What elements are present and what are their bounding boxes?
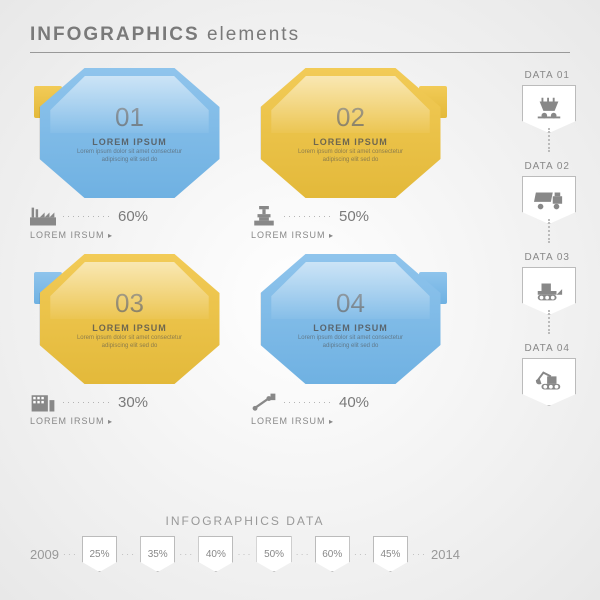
octagon: 01 LOREM IPSUM Lorem ipsum dolor sit ame… [40,68,220,198]
side-badge [522,176,576,224]
timeline-end: 2014 [431,547,460,562]
vdots [548,128,550,152]
octagon-wrap: 01 LOREM IPSUM Lorem ipsum dolor sit ame… [40,68,220,198]
timeline-badge: 50% [256,536,291,572]
octagon-wrap: 02 LOREM IPSUM Lorem ipsum dolor sit ame… [261,68,441,198]
panel-percent: 30% [118,394,148,411]
vdots [548,310,550,334]
timeline-badge: 40% [198,536,233,572]
side-badge [522,267,576,315]
panel-body: Lorem ipsum dolor sit amet consectetur a… [285,149,417,165]
panel-title: LOREM IPSUM [92,323,167,333]
octagon: 03 LOREM IPSUM Lorem ipsum dolor sit ame… [40,254,220,384]
panel-meta: ·········· 30% [30,392,229,412]
side-label: DATA 02 [476,161,576,172]
panel-number: 03 [115,288,144,319]
panel-number: 01 [115,102,144,133]
side-label: DATA 04 [476,343,576,354]
side-list: DATA 01 DATA 02 DATA 03 DATA 04 [476,70,576,434]
panel-body: Lorem ipsum dolor sit amet consectetur a… [64,149,196,165]
dots: ·········· [62,211,112,221]
more-link[interactable]: LOREM IRSUM ▸ [30,230,229,240]
panel-meta: ·········· 40% [251,392,450,412]
timeline-badge: 35% [140,536,175,572]
timeline-start: 2009 [30,547,59,562]
side-badge [522,85,576,133]
factory-icon [30,206,56,226]
panel-percent: 40% [339,394,369,411]
timeline-label: INFOGRAPHICS DATA [30,514,460,528]
panel-body: Lorem ipsum dolor sit amet consectetur a… [285,335,417,351]
side-label: DATA 01 [476,70,576,81]
side-row: DATA 04 [476,343,576,434]
dots: ··· [354,549,369,559]
octagon-wrap: 04 LOREM IPSUM Lorem ipsum dolor sit ame… [261,254,441,384]
dots: ··· [296,549,311,559]
timeline-row: 2009 ··· 25% ··· 35% ··· 40% ··· 50% ··· 60% ·… [30,536,460,572]
octagon: 02 LOREM IPSUM Lorem ipsum dolor sit ame… [261,68,441,198]
more-link[interactable]: LOREM IRSUM ▸ [251,230,450,240]
panel-title: LOREM IPSUM [313,137,388,147]
side-label: DATA 03 [476,252,576,263]
octagon-wrap: 03 LOREM IPSUM Lorem ipsum dolor sit ame… [40,254,220,384]
building-icon [30,392,56,412]
panel-02: 02 LOREM IPSUM Lorem ipsum dolor sit ame… [251,68,450,240]
panel-percent: 60% [118,208,148,225]
timeline: INFOGRAPHICS DATA 2009 ··· 25% ··· 35% ··· … [30,514,460,572]
panel-percent: 50% [339,208,369,225]
panel-01: 01 LOREM IPSUM Lorem ipsum dolor sit ame… [30,68,229,240]
timeline-badge: 25% [82,536,117,572]
panel-title: LOREM IPSUM [92,137,167,147]
panel-meta: ·········· 50% [251,206,450,226]
panel-04: 04 LOREM IPSUM Lorem ipsum dolor sit ame… [251,254,450,426]
dots: ··· [412,549,427,559]
header: INFOGRAPHICS elements [30,24,570,53]
panel-03: 03 LOREM IPSUM Lorem ipsum dolor sit ame… [30,254,229,426]
dots: ··· [179,549,194,559]
press-icon [251,206,277,226]
timeline-badge: 60% [315,536,350,572]
dots: ·········· [62,397,112,407]
panel-title: LOREM IPSUM [313,323,388,333]
side-badge [522,358,576,406]
conveyor-icon [251,392,277,412]
timeline-badge: 45% [373,536,408,572]
octagon: 04 LOREM IPSUM Lorem ipsum dolor sit ame… [261,254,441,384]
side-row: DATA 02 [476,161,576,252]
panel-number: 02 [336,102,365,133]
panel-number: 04 [336,288,365,319]
dots: ··· [121,549,136,559]
side-row: DATA 03 [476,252,576,343]
dots: ·········· [283,397,333,407]
panel-body: Lorem ipsum dolor sit amet consectetur a… [64,335,196,351]
page-title: INFOGRAPHICS elements [30,24,300,45]
side-row: DATA 01 [476,70,576,161]
vdots [548,219,550,243]
more-link[interactable]: LOREM IRSUM ▸ [30,416,229,426]
panel-meta: ·········· 60% [30,206,229,226]
dots: ·········· [283,211,333,221]
more-link[interactable]: LOREM IRSUM ▸ [251,416,450,426]
dots: ··· [63,549,78,559]
dots: ··· [237,549,252,559]
panels-grid: 01 LOREM IPSUM Lorem ipsum dolor sit ame… [30,68,450,426]
